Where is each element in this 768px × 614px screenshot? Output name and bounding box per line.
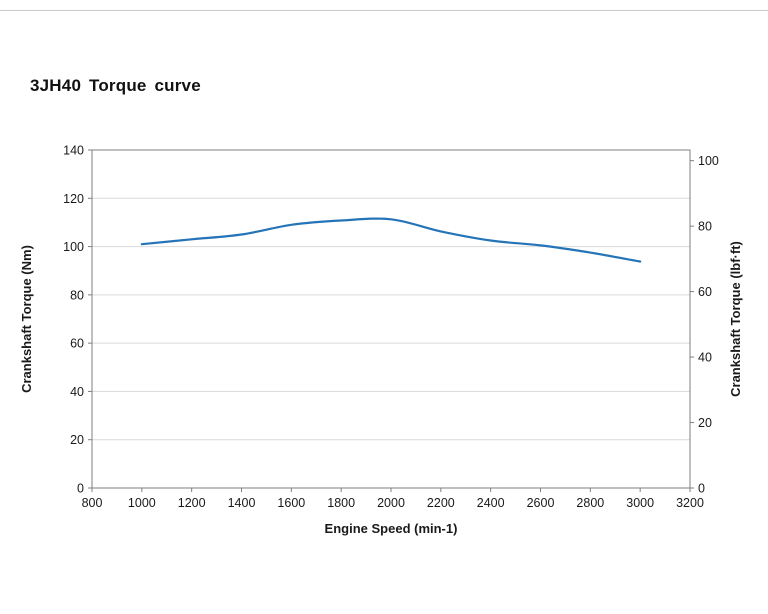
right-axis-tick-label: 20	[698, 416, 712, 430]
x-axis-tick-label: 2800	[576, 496, 604, 510]
chart-title: 3JH40 Torque curve	[30, 76, 201, 95]
right-axis-tick-label: 40	[698, 351, 712, 365]
right-axis-tick-label: 80	[698, 220, 712, 234]
left-axis-tick-label: 40	[70, 385, 84, 399]
left-axis-tick-label: 120	[63, 192, 84, 206]
left-axis-tick-label: 140	[63, 144, 84, 158]
plot-border	[91, 149, 691, 489]
right-axis-title: Crankshaft Torque (lbf·ft)	[728, 241, 743, 397]
torque-series-line	[140, 217, 642, 263]
x-axis-tick-label: 2000	[377, 496, 405, 510]
left-axis-tick-label: 60	[70, 337, 84, 351]
left-axis-title: Crankshaft Torque (Nm)	[19, 245, 34, 393]
right-axis-tick-label: 100	[698, 154, 719, 168]
right-axis-tick-label: 0	[698, 482, 705, 496]
left-axis-tick-label: 80	[70, 288, 84, 302]
x-axis-tick-label: 1400	[228, 496, 256, 510]
x-axis-tick-label: 1200	[178, 496, 206, 510]
x-axis-tick-label: 1600	[277, 496, 305, 510]
left-axis-tick-label: 100	[63, 240, 84, 254]
x-axis-tick-label: 2600	[527, 496, 555, 510]
x-axis-tick-label: 800	[82, 496, 103, 510]
x-axis-tick-label: 1800	[327, 496, 355, 510]
x-axis-tick-label: 2400	[477, 496, 505, 510]
x-axis-tick-label: 1000	[128, 496, 156, 510]
x-axis-tick-label: 2200	[427, 496, 455, 510]
x-axis-tick-label: 3000	[626, 496, 654, 510]
left-axis-tick-label: 0	[77, 482, 84, 496]
x-axis-title: Engine Speed (min-1)	[325, 521, 458, 536]
left-axis-tick-label: 20	[70, 433, 84, 447]
x-axis-tick-label: 3200	[676, 496, 704, 510]
top-divider	[0, 10, 768, 11]
right-axis-tick-label: 60	[698, 285, 712, 299]
